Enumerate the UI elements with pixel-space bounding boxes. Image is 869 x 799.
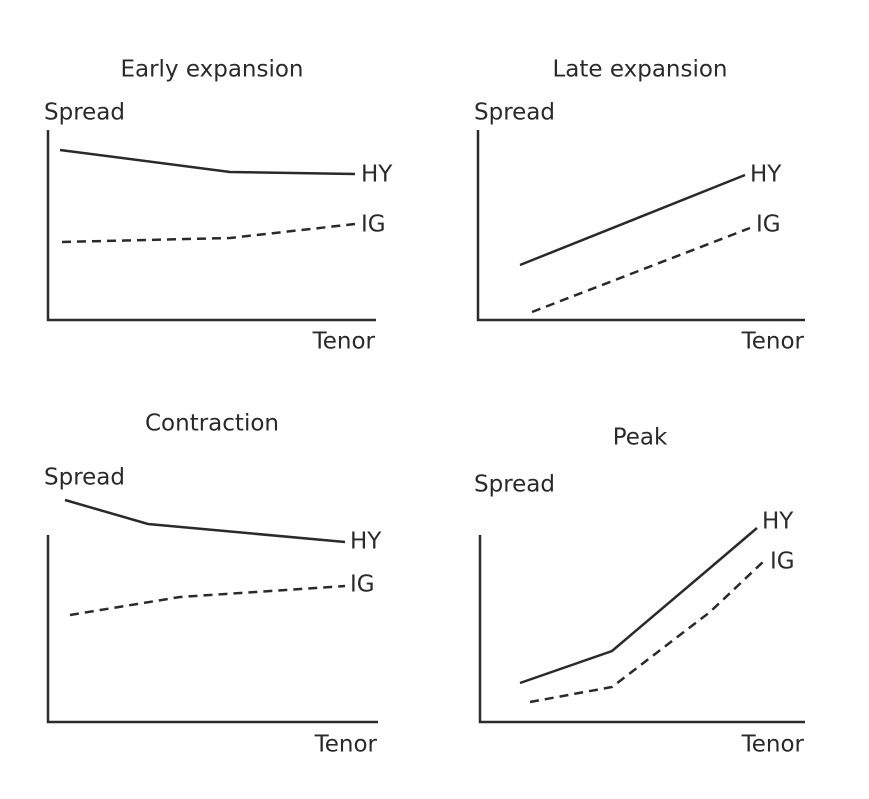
hy-curve — [59, 148, 356, 176]
hy-curve — [519, 173, 746, 267]
series-label: IG — [756, 212, 781, 238]
y-axis-label: Spread — [44, 465, 125, 491]
ig-curve — [531, 226, 751, 314]
series-label: HY — [361, 162, 393, 188]
y-axis-label: Spread — [44, 100, 125, 126]
panel: Contraction Spread Tenor HY IG — [44, 411, 382, 758]
ig-curve — [69, 584, 346, 617]
panel-title: Contraction — [145, 411, 279, 437]
axes — [476, 130, 805, 322]
ig-curve — [61, 222, 356, 244]
y-axis-label: Spread — [474, 472, 555, 498]
hy-curve — [64, 498, 346, 544]
series-label: HY — [762, 509, 794, 535]
hy-curve — [519, 527, 758, 685]
panel-title: Late expansion — [552, 57, 727, 83]
axes — [478, 535, 805, 724]
series-label: HY — [750, 162, 782, 188]
axes — [46, 130, 376, 322]
panel: Late expansion Spread Tenor HY IG — [474, 57, 805, 355]
panel-title: Early expansion — [120, 57, 303, 83]
x-axis-label: Tenor — [312, 329, 376, 355]
x-axis-label: Tenor — [314, 732, 378, 758]
panel: Early expansion Spread Tenor HY IG — [44, 57, 393, 355]
panel: Peak Spread Tenor HY IG — [474, 425, 805, 758]
axes — [46, 535, 378, 724]
series-label: IG — [770, 549, 795, 575]
ig-curve — [529, 559, 766, 704]
y-axis-label: Spread — [474, 100, 555, 126]
series-label: IG — [361, 212, 386, 238]
series-label: HY — [350, 529, 382, 555]
x-axis-label: Tenor — [741, 329, 805, 355]
series-label: IG — [350, 572, 375, 598]
panel-title: Peak — [613, 425, 668, 451]
x-axis-label: Tenor — [741, 732, 805, 758]
